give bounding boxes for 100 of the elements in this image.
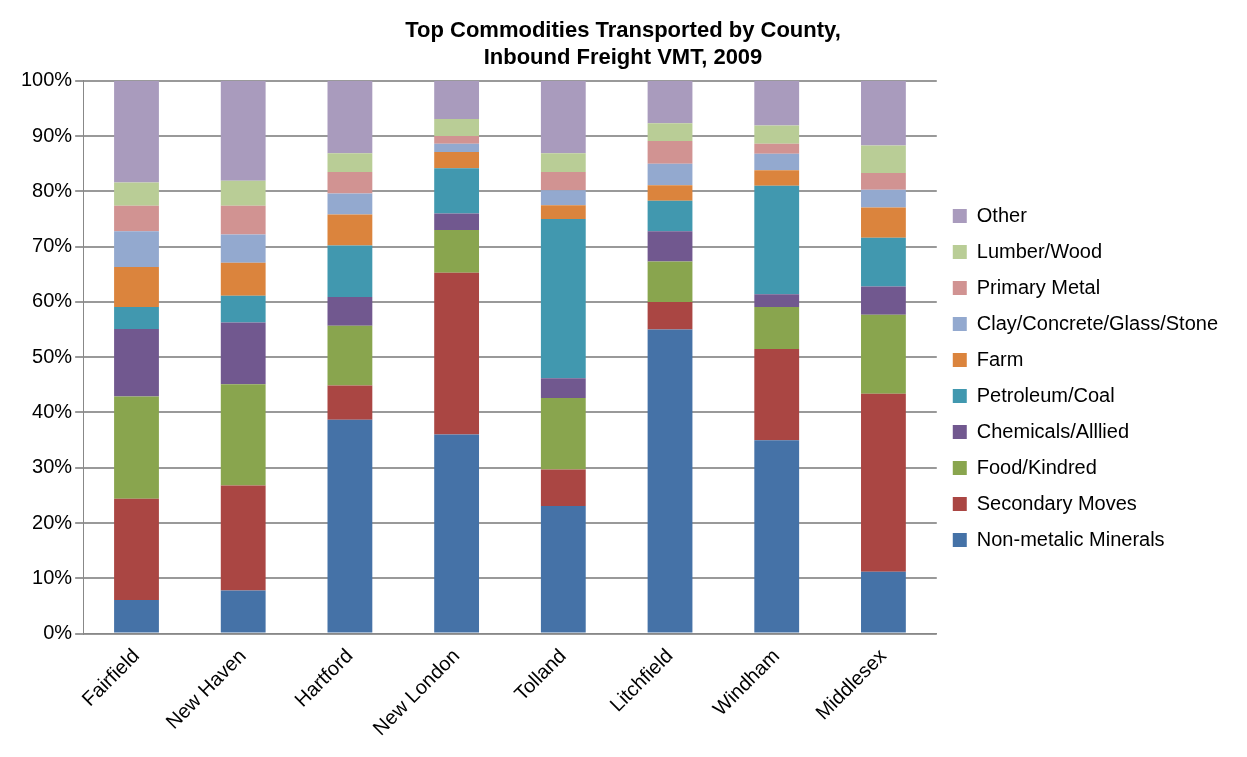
bar — [754, 185, 800, 295]
bar — [327, 172, 373, 194]
y-tick-label: 80% — [32, 178, 73, 201]
legend-label: Non-metalic Minerals — [976, 527, 1165, 550]
bar — [114, 396, 159, 499]
bar — [647, 163, 693, 186]
bar — [434, 168, 480, 214]
bar — [327, 214, 373, 246]
bar — [647, 200, 693, 232]
bar — [540, 378, 586, 399]
bar — [647, 261, 693, 302]
bar — [220, 590, 266, 633]
bar — [861, 286, 906, 315]
bar — [114, 329, 159, 397]
bar — [647, 123, 693, 142]
bar — [220, 485, 266, 591]
bar — [327, 296, 373, 326]
bar — [220, 80, 266, 181]
bar — [327, 193, 373, 215]
bar — [434, 152, 480, 169]
chart-title: Top Commodities Transported by County, Inbound Freight VMT, 2009 — [405, 17, 841, 69]
bar — [114, 306, 159, 330]
bar — [754, 125, 800, 144]
bar — [754, 348, 800, 441]
bar — [114, 231, 159, 268]
bar — [327, 385, 373, 420]
bar — [861, 207, 906, 238]
bar — [861, 571, 906, 633]
bar — [114, 498, 159, 600]
y-tick-label: 30% — [32, 455, 73, 478]
bar — [327, 245, 373, 297]
bar — [434, 272, 480, 435]
bar — [220, 262, 266, 296]
legend-label: Clay/Concrete/Glass/Stone — [976, 311, 1219, 334]
bar — [754, 440, 800, 633]
bar — [220, 322, 266, 385]
bar — [647, 185, 693, 201]
bar — [220, 234, 266, 263]
bar — [647, 231, 693, 262]
bar — [327, 80, 373, 154]
bar — [647, 141, 693, 164]
bar — [540, 153, 586, 173]
y-tick-label: 70% — [32, 234, 73, 257]
y-tick-label: 40% — [32, 400, 73, 423]
legend-label: Chemicals/Alllied — [976, 419, 1130, 442]
bar — [434, 434, 480, 633]
bar — [434, 213, 480, 231]
y-tick-label: 0% — [43, 621, 73, 644]
bar — [861, 237, 906, 287]
bar — [327, 419, 373, 633]
legend-label: Lumber/Wood — [976, 239, 1103, 262]
bar — [861, 145, 906, 174]
bar — [434, 136, 480, 144]
bar — [114, 267, 159, 307]
bar — [327, 325, 373, 386]
bar — [434, 143, 480, 153]
bar — [540, 469, 586, 506]
bar — [540, 172, 586, 191]
bar — [754, 153, 800, 171]
bar — [220, 295, 266, 323]
bar — [114, 80, 159, 183]
bar — [647, 80, 693, 124]
bar — [434, 118, 480, 137]
bar — [434, 80, 480, 119]
legend-label: Farm — [976, 347, 1024, 370]
bar — [114, 182, 159, 206]
bar — [220, 205, 266, 235]
bar — [754, 306, 800, 349]
bar — [540, 80, 586, 154]
legend-label: Secondary Moves — [976, 491, 1137, 514]
bar — [114, 205, 159, 232]
y-tick-label: 100% — [21, 68, 73, 91]
bar — [861, 80, 906, 146]
bar — [434, 230, 480, 273]
y-tick-label: 90% — [32, 123, 73, 146]
bar — [540, 219, 586, 379]
bar — [754, 294, 800, 307]
bar — [861, 393, 906, 572]
bar — [861, 173, 906, 190]
bar — [861, 314, 906, 394]
y-tick-label: 50% — [32, 344, 73, 367]
y-tick-label: 20% — [32, 510, 73, 533]
bar — [754, 80, 800, 126]
y-tick-label: 10% — [32, 565, 73, 588]
bar — [220, 384, 266, 486]
legend-label: Other — [976, 203, 1028, 226]
bar — [220, 180, 266, 206]
bar — [540, 505, 586, 633]
bar — [754, 143, 800, 154]
bar — [540, 190, 586, 206]
legend-label: Petroleum/Coal — [976, 383, 1115, 406]
bar — [114, 599, 159, 633]
bar — [754, 170, 800, 186]
bar — [861, 189, 906, 208]
legend-label: Food/Kindred — [976, 455, 1097, 478]
bar — [647, 301, 693, 330]
legend-label: Primary Metal — [976, 275, 1101, 298]
bar — [540, 205, 586, 220]
bar — [647, 329, 693, 633]
bar — [540, 398, 586, 470]
